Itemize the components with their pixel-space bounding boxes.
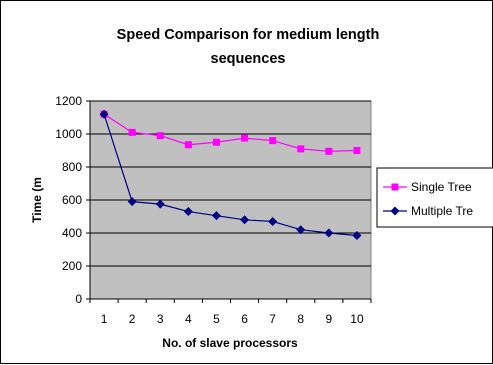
- data-point: [127, 197, 137, 207]
- data-point: [184, 141, 192, 149]
- y-tick-label: 0: [75, 292, 82, 306]
- x-tick-label: 9: [326, 312, 333, 326]
- x-tick-label: 6: [241, 312, 248, 326]
- y-tick-label: 1200: [55, 94, 82, 108]
- y-axis-title: Time (m: [30, 177, 44, 223]
- series-line: [103, 114, 358, 237]
- x-tick-label: 7: [269, 312, 276, 326]
- y-tick-label: 800: [62, 160, 82, 174]
- data-point: [155, 199, 165, 209]
- legend-item: Multiple Tre: [383, 204, 473, 218]
- data-point: [211, 211, 221, 221]
- series-layer: [99, 109, 362, 240]
- legend: Single Tree Multiple Tre: [376, 167, 493, 228]
- data-point: [268, 216, 278, 226]
- data-point: [99, 109, 109, 119]
- x-tick-label: 3: [157, 312, 164, 326]
- legend-marker: [390, 206, 400, 216]
- data-point: [324, 228, 334, 238]
- data-point: [353, 147, 361, 154]
- y-axis-ticks: 0 200 400 600 800 1000 1200: [55, 94, 90, 306]
- data-point: [352, 230, 362, 240]
- chart-title-line-1: Speed Comparison for medium length: [117, 27, 380, 43]
- data-point: [269, 137, 277, 145]
- y-tick-label: 600: [62, 193, 82, 207]
- legend-items: Single Tree Multiple Tre: [383, 180, 473, 218]
- data-point: [128, 128, 136, 136]
- x-tick-label: 1: [101, 312, 108, 326]
- legend-item: Single Tree: [383, 180, 472, 194]
- y-tick-label: 200: [62, 259, 82, 273]
- x-tick-label: 2: [129, 312, 136, 326]
- x-tick-label: 10: [350, 312, 364, 326]
- data-point: [212, 138, 220, 146]
- x-axis-title: No. of slave processors: [162, 336, 298, 350]
- data-point: [183, 207, 193, 217]
- y-tick-label: 400: [62, 226, 82, 240]
- legend-box: [376, 167, 493, 228]
- data-point: [240, 215, 250, 225]
- y-tick-label: 1000: [55, 127, 82, 141]
- data-point: [325, 147, 333, 155]
- legend-label: Single Tree: [411, 180, 472, 194]
- legend-marker: [391, 183, 399, 191]
- series-line: [103, 113, 357, 152]
- series-2: [99, 109, 362, 240]
- data-point: [297, 145, 305, 153]
- x-tick-label: 5: [213, 312, 220, 326]
- x-axis-ticks: 1 2 3 4 5 6 7 8 9 10: [89, 299, 372, 326]
- data-point: [296, 225, 306, 235]
- x-tick-label: 8: [297, 312, 304, 326]
- chart-title-line-2: sequences: [211, 51, 286, 67]
- data-point: [241, 134, 249, 142]
- data-point: [156, 132, 164, 140]
- x-tick-label: 4: [185, 312, 192, 326]
- legend-label: Multiple Tre: [411, 204, 473, 218]
